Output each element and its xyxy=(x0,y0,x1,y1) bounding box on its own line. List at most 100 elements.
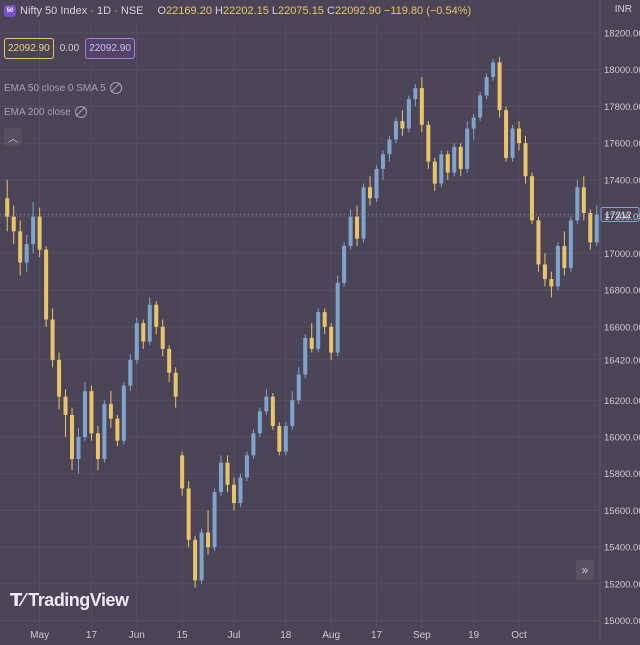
candle-body xyxy=(575,187,580,221)
trade-box-row: 22092.90 0.00 22092.90 xyxy=(4,38,135,59)
candle-body xyxy=(419,88,424,125)
candle-body xyxy=(186,488,191,540)
y-tick-label: 17000.00 xyxy=(604,249,640,260)
candle-body xyxy=(458,146,463,169)
candle-body xyxy=(568,220,573,269)
candle-body xyxy=(154,304,159,327)
open-label: O xyxy=(157,5,167,17)
candle-body xyxy=(510,128,515,158)
candle-body xyxy=(432,161,437,184)
candle-body xyxy=(95,433,100,460)
candle-body xyxy=(199,532,204,581)
candle-body xyxy=(536,220,541,265)
candle-body xyxy=(115,418,120,441)
tv-logo-icon: 𝗧⁄ xyxy=(10,590,25,610)
indicator-ema50[interactable]: EMA 50 close 0 SMA 5 xyxy=(4,82,122,94)
candle-body xyxy=(316,312,321,349)
candle-body xyxy=(368,187,373,199)
candle-body xyxy=(231,484,236,504)
candle-body xyxy=(355,216,360,239)
candle-body xyxy=(426,124,431,162)
candle-body xyxy=(491,62,496,78)
x-tick-label: Jul xyxy=(228,630,241,640)
hidden-eye-icon[interactable] xyxy=(74,106,87,118)
indicator-ema50-label: EMA 50 close 0 SMA 5 xyxy=(4,82,106,94)
candle-body xyxy=(555,246,560,287)
candle-body xyxy=(147,304,152,342)
close-label: C xyxy=(327,5,335,17)
high-label: H xyxy=(215,5,223,17)
high-value: 22202.15 xyxy=(222,5,269,17)
candle-body xyxy=(452,146,457,173)
scroll-to-realtime-button[interactable]: » xyxy=(576,560,594,580)
candle-body xyxy=(335,282,340,353)
candle-body xyxy=(387,139,392,155)
candle-body xyxy=(445,154,450,173)
candle-body xyxy=(478,95,483,118)
candle-body xyxy=(193,539,198,581)
candle-body xyxy=(283,426,288,452)
ohlc-readout: O22169.20 H22202.15 L22075.15 C22092.90 … xyxy=(158,5,472,17)
candle-body xyxy=(264,396,269,412)
candle-body xyxy=(141,323,146,342)
symbol-badge[interactable]: 50 xyxy=(4,5,16,17)
logo-text: TradingView xyxy=(28,590,129,610)
candle-body xyxy=(257,411,262,434)
y-tick-label: 16800.00 xyxy=(604,286,640,297)
indicator-ema200[interactable]: EMA 200 close xyxy=(4,106,87,118)
candle-body xyxy=(484,77,489,96)
candle-body xyxy=(588,212,593,243)
low-label: L xyxy=(271,5,279,17)
candle-body xyxy=(342,246,347,283)
candle-body xyxy=(167,348,172,373)
y-tick-label: 16420.00 xyxy=(604,355,640,366)
currency-label[interactable]: INR xyxy=(614,4,632,15)
x-tick-label: Jun xyxy=(129,630,145,640)
y-tick-label: 15600.00 xyxy=(604,506,640,517)
x-tick-label: 17 xyxy=(371,630,383,640)
buy-price-button[interactable]: 22092.90 xyxy=(85,38,135,59)
candle-body xyxy=(76,437,81,460)
candle-body xyxy=(134,323,139,360)
candle-body xyxy=(89,391,94,434)
candle-body xyxy=(549,279,554,287)
x-tick-label: 19 xyxy=(468,630,480,640)
y-tick-label: 18200.00 xyxy=(604,29,640,40)
last-price-label: 17212 xyxy=(605,210,631,221)
candle-body xyxy=(108,403,113,419)
candle-body xyxy=(270,396,275,426)
candle-body xyxy=(24,244,29,263)
last-price-tag xyxy=(600,206,640,222)
y-tick-label: 17800.00 xyxy=(604,102,640,113)
y-tick-label: 17200.00 xyxy=(604,212,640,223)
candle-body xyxy=(44,249,49,320)
change-value: −119.80 (−0.54%) xyxy=(383,5,472,17)
candle-body xyxy=(393,121,398,140)
tradingview-logo[interactable]: 𝗧⁄ TradingView xyxy=(10,590,129,611)
candle-body xyxy=(70,414,75,460)
candle-body xyxy=(121,385,126,441)
y-tick-label: 15800.00 xyxy=(604,469,640,480)
candle-body xyxy=(57,359,62,397)
close-value: 22092.90 xyxy=(334,5,381,17)
candle-body xyxy=(37,216,42,250)
candle-body xyxy=(277,426,282,452)
y-tick-label: 15200.00 xyxy=(604,579,640,590)
y-tick-label: 16000.00 xyxy=(604,433,640,444)
sell-price-button[interactable]: 22092.90 xyxy=(4,38,54,59)
y-tick-label: 16200.00 xyxy=(604,396,640,407)
y-tick-label: 17600.00 xyxy=(604,139,640,150)
hidden-eye-icon[interactable] xyxy=(109,82,122,94)
candle-body xyxy=(11,216,16,232)
collapse-legend-button[interactable]: ︿ xyxy=(4,128,22,146)
candle-body xyxy=(361,187,366,239)
candle-body xyxy=(82,391,87,438)
candle-body xyxy=(465,128,470,169)
candle-body xyxy=(542,264,547,280)
candle-body xyxy=(303,337,308,375)
symbol-title[interactable]: Nifty 50 Index · 1D · NSE xyxy=(20,5,144,17)
candle-body xyxy=(504,110,509,158)
candle-body xyxy=(523,143,528,177)
